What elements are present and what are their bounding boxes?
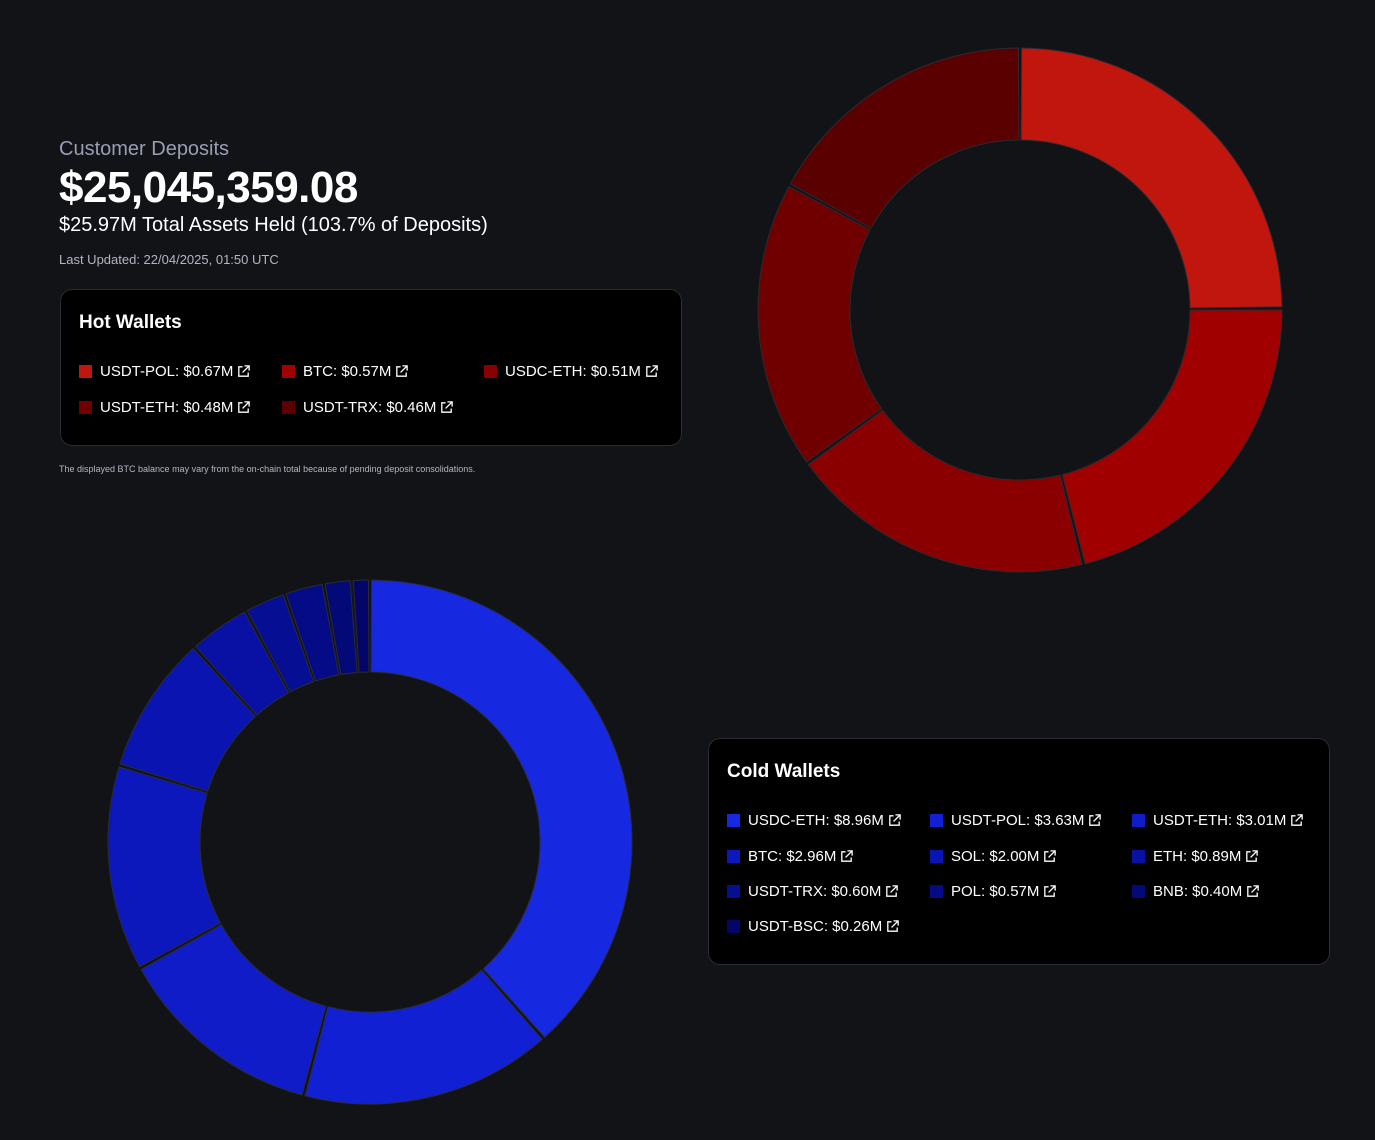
legend-label: POL: $0.57M (951, 883, 1040, 900)
external-link-icon[interactable] (236, 364, 251, 379)
legend-label: USDT-BSC: $0.26M (748, 918, 883, 935)
legend-label: ETH: $0.89M (1153, 848, 1242, 865)
legend-label: BNB: $0.40M (1153, 883, 1243, 900)
cold-wallet-legend-item[interactable]: USDT-BSC: $0.26M (727, 918, 900, 935)
hot-slice-usdt-trx[interactable] (789, 47, 1020, 229)
legend-label: SOL: $2.00M (951, 848, 1040, 865)
legend-swatch (727, 920, 740, 933)
cold-slice-pol[interactable] (285, 583, 340, 682)
cold-slice-bnb[interactable] (324, 580, 358, 676)
external-link-icon[interactable] (1244, 849, 1259, 864)
external-link-icon[interactable] (884, 884, 899, 899)
legend-label: USDT-POL: $0.67M (100, 363, 234, 380)
deposits-summary: Customer Deposits $25,045,359.08 $25.97M… (59, 136, 699, 267)
cold-slice-usdt-bsc[interactable] (352, 579, 370, 673)
hot-wallet-legend-item[interactable]: USDT-ETH: $0.48M (79, 399, 251, 416)
external-link-icon[interactable] (1042, 884, 1057, 899)
cold-slice-btc[interactable] (107, 766, 221, 968)
assets-held-line: $25.97M Total Assets Held (103.7% of Dep… (59, 214, 488, 236)
deposit-total: $25,045,359.08 (59, 163, 358, 212)
cold-wallets-title: Cold Wallets (727, 761, 841, 782)
hot-slice-usdt-pol[interactable] (1020, 47, 1283, 309)
external-link-icon[interactable] (394, 364, 409, 379)
legend-swatch (484, 365, 497, 378)
cold-slice-usdt-eth[interactable] (140, 924, 327, 1096)
cold-wallet-legend-item[interactable]: BTC: $2.96M (727, 848, 854, 865)
cold-wallet-legend-item[interactable]: ETH: $0.89M (1132, 848, 1259, 865)
hot-wallets-title: Hot Wallets (79, 312, 182, 333)
legend-label: USDC-ETH: $8.96M (748, 812, 884, 829)
btc-footnote: The displayed BTC balance may vary from … (59, 464, 476, 474)
external-link-icon[interactable] (1087, 813, 1102, 828)
hot-wallets-card: Hot Wallets USDT-POL: $0.67M BTC: $0.57M U… (60, 289, 682, 446)
hot-slice-usdt-eth[interactable] (757, 186, 883, 463)
cold-wallet-legend-item[interactable]: USDT-TRX: $0.60M (727, 883, 899, 900)
cold-wallet-legend-item[interactable]: USDC-ETH: $8.96M (727, 812, 902, 829)
hot-slice-usdc-eth[interactable] (807, 409, 1083, 573)
cold-slice-usdt-trx[interactable] (246, 594, 315, 693)
legend-label: USDC-ETH: $0.51M (505, 363, 641, 380)
cold-wallet-legend-item[interactable]: SOL: $2.00M (930, 848, 1057, 865)
legend-label: USDT-ETH: $0.48M (100, 399, 234, 416)
legend-swatch (282, 401, 295, 414)
cold-slice-usdc-eth[interactable] (370, 579, 633, 1038)
cold-wallet-legend-item[interactable]: USDT-ETH: $3.01M (1132, 812, 1304, 829)
external-link-icon[interactable] (439, 400, 454, 415)
cold-slice-eth[interactable] (195, 611, 290, 716)
legend-label: USDT-TRX: $0.60M (748, 883, 882, 900)
external-link-icon[interactable] (885, 919, 900, 934)
legend-label: USDT-TRX: $0.46M (303, 399, 437, 416)
last-updated: Last Updated: 22/04/2025, 01:50 UTC (59, 252, 279, 267)
hot-wallets-donut-chart (757, 47, 1283, 573)
legend-swatch (727, 850, 740, 863)
external-link-icon[interactable] (839, 849, 854, 864)
legend-swatch (930, 885, 943, 898)
cold-slice-sol[interactable] (119, 648, 256, 792)
external-link-icon[interactable] (1245, 884, 1260, 899)
external-link-icon[interactable] (644, 364, 659, 379)
hot-wallet-legend-item[interactable]: USDT-POL: $0.67M (79, 363, 251, 380)
legend-swatch (930, 850, 943, 863)
external-link-icon[interactable] (236, 400, 251, 415)
legend-swatch (727, 814, 740, 827)
legend-label: BTC: $2.96M (748, 848, 837, 865)
cold-wallets-donut-chart (107, 579, 633, 1105)
legend-label: USDT-ETH: $3.01M (1153, 812, 1287, 829)
legend-label: BTC: $0.57M (303, 363, 392, 380)
cold-slice-usdt-pol[interactable] (304, 969, 543, 1105)
external-link-icon[interactable] (1289, 813, 1304, 828)
cold-wallet-legend-item[interactable]: USDT-POL: $3.63M (930, 812, 1102, 829)
summary-subtitle: Customer Deposits (59, 138, 230, 160)
hot-wallet-legend-item[interactable]: USDC-ETH: $0.51M (484, 363, 659, 380)
cold-wallet-legend-item[interactable]: POL: $0.57M (930, 883, 1057, 900)
legend-label: USDT-POL: $3.63M (951, 812, 1085, 829)
hot-wallet-legend-item[interactable]: BTC: $0.57M (282, 363, 409, 380)
cold-wallet-legend-item[interactable]: BNB: $0.40M (1132, 883, 1260, 900)
legend-swatch (930, 814, 943, 827)
hot-slice-btc[interactable] (1061, 309, 1283, 565)
legend-swatch (727, 885, 740, 898)
cold-wallets-card: Cold Wallets USDC-ETH: $8.96M USDT-POL: $… (708, 738, 1330, 965)
legend-swatch (1132, 814, 1145, 827)
legend-swatch (1132, 850, 1145, 863)
external-link-icon[interactable] (887, 813, 902, 828)
external-link-icon[interactable] (1042, 849, 1057, 864)
legend-swatch (282, 365, 295, 378)
legend-swatch (79, 401, 92, 414)
legend-swatch (1132, 885, 1145, 898)
hot-wallet-legend-item[interactable]: USDT-TRX: $0.46M (282, 399, 454, 416)
legend-swatch (79, 365, 92, 378)
